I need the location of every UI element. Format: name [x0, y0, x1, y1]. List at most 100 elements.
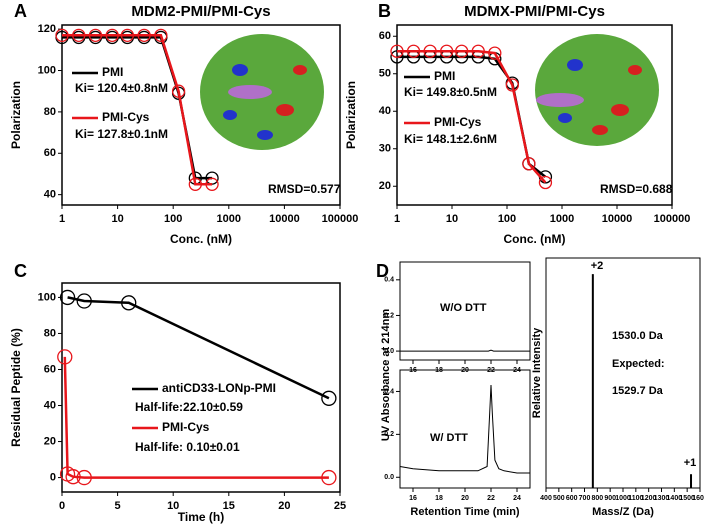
x-tick-label: 0	[59, 500, 65, 512]
annotation: W/ DTT	[430, 432, 468, 444]
x-tick-label: 600	[566, 495, 578, 502]
data-point	[76, 469, 92, 486]
y-tick-label: 120	[38, 23, 56, 35]
y-tick-label: 20	[379, 180, 391, 192]
data-point	[88, 28, 103, 42]
y-tick-label: 60	[44, 363, 56, 375]
data-point	[440, 44, 454, 58]
y-tick-label: 0.0	[384, 474, 394, 481]
legend-label: PMI-Cys	[102, 110, 150, 124]
data-line	[63, 356, 329, 479]
y-tick-label: 0.0	[384, 348, 394, 355]
plot-frame	[545, 257, 701, 489]
x-tick-label: 500	[553, 495, 565, 502]
annotation: 1529.7 Da	[612, 385, 664, 397]
x-tick-label: 20	[278, 500, 290, 512]
data-point	[188, 177, 202, 191]
y-tick-label: 100	[38, 291, 56, 303]
annotation: 1530.0 Da	[612, 330, 664, 342]
x-tick-label: 10	[167, 500, 179, 512]
data-point	[390, 44, 404, 58]
data-point	[57, 349, 73, 365]
x-tick-label: 400	[540, 495, 552, 502]
annotation: Ki= 149.8±0.5nM	[404, 85, 497, 99]
data-point	[59, 289, 76, 306]
annotation: Half-life:22.10±0.59	[135, 400, 243, 414]
x-tick-label: 15	[223, 500, 235, 512]
legend-label: PMI-Cys	[162, 420, 210, 434]
y-tick-label: 80	[44, 106, 56, 118]
data-point	[406, 44, 421, 58]
x-tick-label: 1	[59, 213, 65, 225]
data-point	[171, 84, 186, 98]
y-tick-label: 0.4	[384, 388, 394, 395]
x-tick-label: 100	[498, 213, 516, 225]
y-tick-label: 50	[379, 68, 391, 80]
data-point	[55, 28, 69, 42]
x-tick-label: 700	[579, 495, 591, 502]
x-tick-label: 1000	[615, 495, 631, 502]
data-point	[505, 78, 519, 92]
x-tick-label: 22	[487, 495, 495, 502]
x-tick-label: 1000	[550, 213, 574, 225]
data-point	[120, 28, 135, 42]
data-point	[455, 44, 469, 58]
x-axis-label: Mass/Z (Da)	[592, 506, 654, 518]
y-tick-label: 40	[44, 399, 56, 411]
y-tick-label: 40	[379, 105, 391, 117]
annotation: Half-life: 0.10±0.01	[135, 440, 240, 454]
panel-label: B	[378, 1, 391, 21]
data-point	[488, 46, 502, 60]
y-tick-label: 0	[50, 471, 56, 483]
data-point	[76, 293, 92, 309]
data-point	[137, 28, 151, 42]
plot-frame	[61, 282, 341, 493]
x-tick-label: 1400	[667, 495, 683, 502]
x-axis-label: Conc. (nM)	[504, 232, 566, 246]
data-point	[522, 157, 536, 171]
y-tick-label: 40	[44, 189, 56, 201]
annotation: +1	[684, 457, 697, 469]
x-tick-label: 10	[111, 213, 123, 225]
x-axis-label: Retention Time (min)	[410, 506, 520, 518]
y-tick-label: 0.4	[384, 277, 394, 284]
legend-label: antiCD33-LONp-PMI	[162, 381, 276, 395]
x-tick-label: 1000	[217, 213, 241, 225]
data-point	[65, 469, 81, 485]
y-axis-label: UV Absorbance at 214nm	[380, 309, 392, 441]
x-tick-label: 5	[115, 500, 121, 512]
y-tick-label: 0.2	[384, 312, 394, 319]
y-tick-label: 100	[38, 64, 56, 76]
panel-label: A	[14, 1, 27, 21]
y-axis-label: Polarization	[344, 81, 358, 149]
x-tick-label: 20	[461, 495, 469, 502]
x-tick-label: 1600	[692, 495, 704, 502]
x-axis-label: Time (h)	[178, 510, 224, 524]
x-axis-label: Conc. (nM)	[170, 232, 232, 246]
panel-label: D	[376, 261, 389, 281]
x-tick-label: 100000	[654, 213, 691, 225]
annotation: +2	[591, 260, 604, 272]
legend-label: PMI	[102, 65, 123, 79]
x-tick-label: 1200	[641, 495, 657, 502]
annotation: RMSD=0.688	[600, 182, 673, 196]
annotation: Expected:	[612, 358, 665, 370]
annotation: W/O DTT	[440, 302, 487, 314]
y-axis-label: Relative Intensity	[531, 327, 543, 418]
chart-title: MDM2-PMI/PMI-Cys	[131, 3, 270, 20]
x-tick-label: 10000	[602, 213, 633, 225]
x-tick-label: 900	[604, 495, 616, 502]
data-line	[62, 34, 213, 186]
data-point	[471, 44, 485, 58]
data-line	[397, 50, 547, 184]
plot-frame	[61, 24, 341, 206]
annotation: Ki= 127.8±0.1nM	[75, 127, 168, 141]
panel-label: C	[14, 261, 27, 281]
data-line	[399, 384, 530, 474]
x-tick-label: 1	[394, 213, 400, 225]
x-tick-label: 800	[591, 495, 603, 502]
x-tick-label: 1500	[679, 495, 695, 502]
data-point	[321, 469, 337, 486]
data-point	[72, 28, 86, 42]
x-tick-label: 18	[435, 495, 443, 502]
